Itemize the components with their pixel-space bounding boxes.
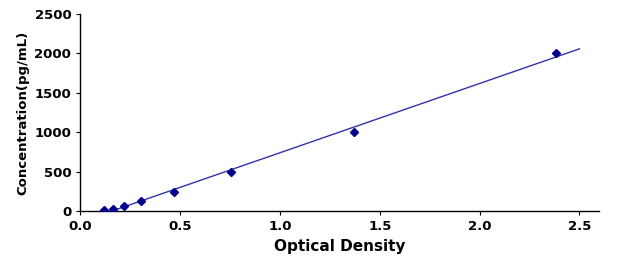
Y-axis label: Concentration(pg/mL): Concentration(pg/mL) xyxy=(16,30,29,195)
X-axis label: Optical Density: Optical Density xyxy=(274,239,405,254)
